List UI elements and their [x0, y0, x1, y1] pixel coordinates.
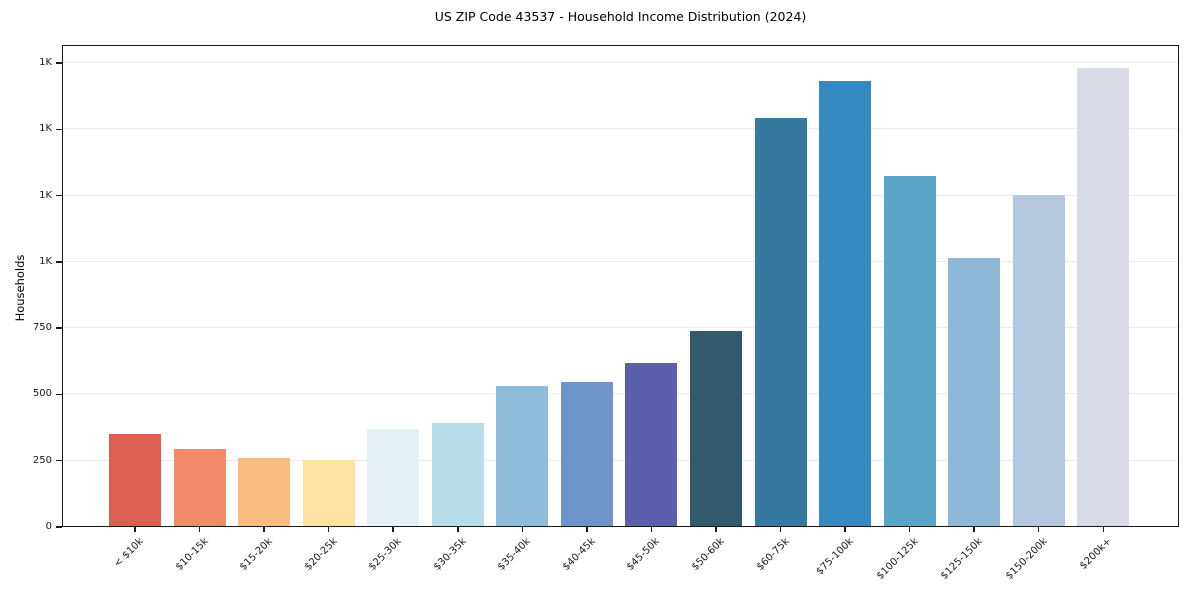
x-tick-label: $10-15k: [173, 536, 211, 573]
y-tick-mark: [56, 393, 62, 396]
x-tick-label: $125-150k: [939, 536, 985, 582]
bar--35-40k: [496, 385, 549, 527]
x-tick-mark: [1102, 527, 1104, 532]
y-tick-label: 1K: [39, 255, 52, 267]
gridline: [62, 327, 1179, 329]
bar--10k: [109, 433, 161, 527]
plot-area: [62, 45, 1179, 527]
y-tick-label: 500: [32, 388, 52, 400]
chart-title: US ZIP Code 43537 - Household Income Dis…: [434, 9, 807, 24]
x-tick-mark: [586, 527, 588, 532]
x-tick-mark: [844, 527, 846, 532]
x-tick-label: $60-75k: [754, 536, 792, 573]
bar--15-20k: [238, 458, 291, 527]
x-tick-label: $35-40k: [496, 536, 534, 573]
x-tick-mark: [392, 527, 394, 532]
x-tick-mark: [327, 527, 330, 532]
x-tick-mark: [521, 527, 524, 532]
bar--50-60k: [689, 330, 742, 527]
bar--20-25k: [302, 459, 355, 527]
x-tick-mark: [1037, 527, 1040, 532]
y-tick-mark: [56, 128, 62, 131]
x-tick-label: $20-25k: [302, 536, 340, 573]
x-tick-label: $100-125k: [874, 536, 921, 582]
gridline: [62, 194, 1179, 196]
bar--60-75k: [754, 117, 807, 527]
x-tick-mark: [973, 527, 975, 532]
x-tick-label: $200k+: [1078, 536, 1115, 572]
bar--125-150k: [948, 257, 1001, 527]
x-tick-mark: [134, 527, 136, 532]
x-tick-mark: [715, 527, 717, 532]
x-tick-mark: [908, 527, 911, 532]
gridline: [62, 260, 1179, 262]
y-tick-label: 0: [45, 521, 52, 532]
x-tick-mark: [263, 527, 265, 532]
x-tick-mark: [198, 527, 201, 532]
y-tick-mark: [56, 327, 62, 329]
x-tick-label: $45-50k: [625, 536, 663, 573]
x-tick-label: $25-30k: [367, 536, 404, 573]
y-tick-label: 250: [32, 454, 52, 466]
x-tick-label: $40-45k: [560, 536, 598, 573]
bar--30-35k: [431, 422, 484, 527]
y-tick-label: 1K: [39, 123, 52, 135]
x-tick-label: $50-60k: [689, 536, 727, 573]
x-tick-mark: [779, 527, 782, 532]
x-tick-mark: [457, 527, 459, 532]
y-tick-mark: [56, 261, 62, 263]
x-tick-label: $150-200k: [1003, 536, 1050, 582]
bar--150-200k: [1012, 195, 1065, 527]
x-tick-label: $30-35k: [431, 536, 469, 573]
bar--25-30k: [367, 428, 420, 527]
x-tick-label: $75-100k: [814, 536, 856, 578]
bar--200k+: [1077, 67, 1130, 527]
y-tick-mark: [56, 459, 62, 462]
gridline: [62, 393, 1179, 395]
gridline: [62, 128, 1179, 130]
bar--40-45k: [560, 381, 613, 527]
x-tick-label: $15-20k: [237, 536, 275, 573]
gridline: [62, 62, 1179, 64]
x-tick-label: < $10k: [112, 536, 146, 570]
gridline: [62, 459, 1179, 461]
y-tick-label: 1K: [39, 189, 52, 201]
y-tick-mark: [56, 194, 62, 197]
bar--75-100k: [819, 80, 872, 527]
bar--10-15k: [173, 449, 226, 527]
bar--100-125k: [883, 175, 936, 527]
x-tick-mark: [650, 527, 653, 532]
bar--45-50k: [625, 363, 678, 527]
y-tick-label: 1K: [39, 57, 52, 69]
y-tick-mark: [56, 526, 62, 528]
y-tick-label: 750: [32, 322, 52, 334]
y-tick-mark: [56, 62, 62, 64]
